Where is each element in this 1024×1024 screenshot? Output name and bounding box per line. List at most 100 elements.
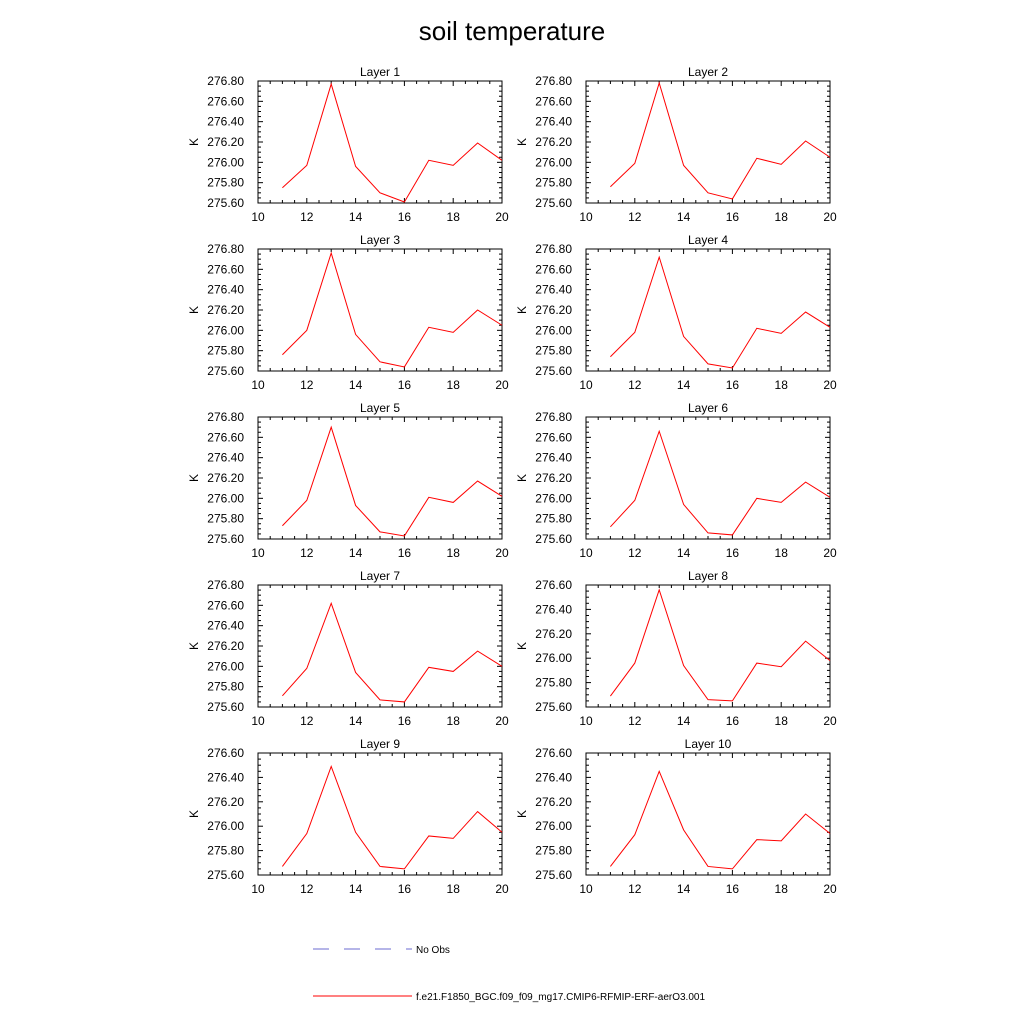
y-tick-label: 276.00 [207,155,244,169]
x-tick-label: 16 [726,546,740,560]
panel-layer-10: Layer 10 275.60 275.80 276.00 276.20 276.40 27… [515,737,837,896]
y-axis-label: K [187,810,201,818]
y-tick-label: 275.60 [535,700,572,714]
plot-frame [585,248,831,372]
x-tick-label: 12 [300,714,314,728]
y-tick-label: 276.80 [207,242,244,256]
y-tick-label: 276.60 [207,262,244,276]
x-tick-label: 18 [447,714,461,728]
y-tick-label: 276.80 [535,410,572,424]
x-tick-label: 14 [677,210,691,224]
x-tick-label: 20 [823,714,837,728]
plot-frame [257,752,503,876]
y-tick-label: 275.80 [207,176,244,190]
plot-frame [585,416,831,540]
y-tick-label: 275.60 [535,364,572,378]
y-tick-label: 276.60 [535,430,572,444]
y-axis-label: K [515,810,529,818]
plot-frame [257,80,503,204]
chart-title: soil temperature [419,16,605,46]
x-tick-label: 18 [775,546,789,560]
x-tick-label: 10 [579,882,593,896]
x-tick-label: 18 [775,378,789,392]
y-tick-label: 276.80 [207,578,244,592]
x-tick-label: 12 [628,210,642,224]
x-tick-label: 12 [300,378,314,392]
y-tick-label: 276.40 [207,283,244,297]
y-tick-label: 276.00 [535,155,572,169]
y-tick-label: 276.00 [535,651,572,665]
x-tick-label: 18 [775,210,789,224]
y-tick-label: 276.00 [535,323,572,337]
y-tick-label: 276.60 [535,262,572,276]
panel-layer-7: Layer 7 275.60 275.80 276.00 276.20 276.40 276… [187,569,509,728]
plot-frame [585,80,831,204]
series-line-layer-5 [282,425,503,537]
x-tick-label: 16 [726,882,740,896]
x-tick-label: 12 [628,546,642,560]
y-tick-label: 276.60 [207,598,244,612]
y-tick-label: 276.00 [207,491,244,505]
y-tick-label: 276.60 [207,94,244,108]
x-tick-label: 10 [251,378,265,392]
y-axis-label: K [187,138,201,146]
y-tick-label: 276.20 [535,135,572,149]
x-tick-label: 12 [628,882,642,896]
y-axis-label: K [187,474,201,482]
y-tick-label: 276.80 [535,242,572,256]
y-tick-label: 275.80 [207,344,244,358]
x-tick-label: 20 [495,378,509,392]
x-tick-label: 14 [677,714,691,728]
x-tick-label: 20 [823,210,837,224]
y-tick-label: 276.80 [207,74,244,88]
x-tick-label: 20 [823,882,837,896]
x-tick-label: 10 [579,714,593,728]
x-tick-label: 18 [447,882,461,896]
x-tick-label: 12 [628,714,642,728]
x-tick-label: 18 [447,378,461,392]
x-tick-label: 10 [579,546,593,560]
y-tick-label: 276.20 [535,303,572,317]
y-axis-label: K [515,642,529,650]
panel-layer-8: Layer 8 275.60 275.80 276.00 276.20 276.40 276… [515,569,837,728]
y-tick-label: 276.60 [535,746,572,760]
y-tick-label: 276.20 [207,471,244,485]
plot-frame [585,752,831,876]
x-tick-label: 16 [398,882,412,896]
y-tick-label: 275.80 [535,676,572,690]
legend-label-no-obs: No Obs [416,945,450,956]
y-tick-label: 275.60 [207,364,244,378]
x-tick-label: 16 [726,210,740,224]
y-tick-label: 276.80 [535,74,572,88]
panels-grid: Layer 1 275.60 275.80 276.00 276.20 276.40 276… [187,65,837,896]
y-tick-label: 276.00 [207,659,244,673]
x-tick-label: 16 [398,714,412,728]
y-tick-label: 276.40 [207,770,244,784]
y-tick-label: 275.60 [207,868,244,882]
series-line-layer-7 [282,601,503,703]
x-tick-label: 14 [677,546,691,560]
x-tick-label: 10 [579,378,593,392]
panel-layer-2: Layer 2 275.60 275.80 276.00 276.20 276.40 276… [515,65,837,224]
y-tick-label: 276.20 [207,135,244,149]
y-tick-label: 276.60 [207,430,244,444]
x-tick-label: 12 [300,882,314,896]
series-line-layer-8 [609,588,831,702]
x-tick-label: 14 [349,378,363,392]
panel-layer-1: Layer 1 275.60 275.80 276.00 276.20 276.40 276… [187,65,509,224]
series-line-layer-2 [610,81,831,200]
plot-frame [257,416,503,540]
x-tick-label: 10 [251,882,265,896]
x-tick-label: 16 [726,378,740,392]
y-tick-label: 276.00 [207,323,244,337]
y-tick-label: 275.60 [535,196,572,210]
panel-title: Layer 2 [688,65,728,79]
y-tick-label: 276.20 [535,471,572,485]
y-tick-label: 275.60 [535,532,572,546]
x-tick-label: 18 [447,546,461,560]
x-tick-label: 14 [349,210,363,224]
x-tick-label: 12 [628,378,642,392]
y-tick-label: 276.00 [535,491,572,505]
y-tick-label: 275.80 [535,344,572,358]
x-tick-label: 20 [823,546,837,560]
